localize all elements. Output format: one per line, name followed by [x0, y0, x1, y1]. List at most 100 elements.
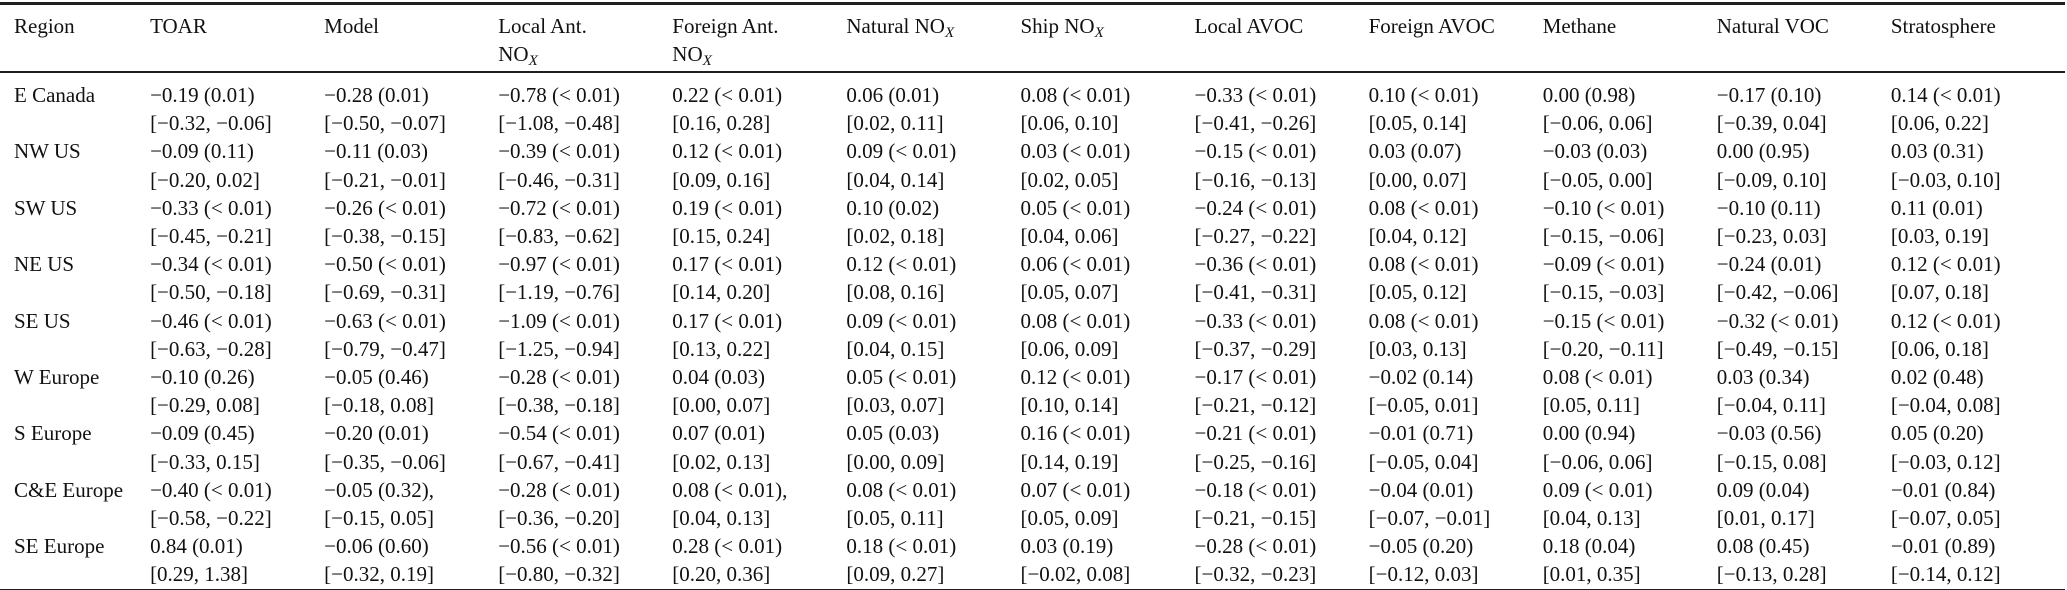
- trend-estimate: −0.09 (< 0.01): [1542, 252, 1665, 277]
- cell-natural-nox: 0.09 (< 0.01) [0.04, 0.15]: [846, 307, 1020, 363]
- confidence-interval: [−0.39, 0.04]: [1716, 111, 1827, 136]
- trend-estimate: 0.11 (0.01): [1890, 195, 1983, 220]
- confidence-interval: [−0.50, −0.18]: [150, 280, 272, 305]
- confidence-interval: [0.05, 0.07]: [1020, 280, 1119, 305]
- col-header-local-ant-nox: Local Ant. NOX: [498, 3, 673, 73]
- trend-estimate: −0.04 (0.01): [1368, 477, 1474, 502]
- trend-estimate: −0.17 (< 0.01): [1194, 365, 1317, 390]
- trend-estimate: −0.21 (< 0.01): [1194, 421, 1317, 446]
- cell-foreign-avoc: 0.08 (< 0.01) [0.03, 0.13]: [1369, 307, 1543, 363]
- table-body: E Canada −0.19 (0.01) [−0.32, −0.06] −0.28 …: [0, 72, 2065, 590]
- trend-estimate: 0.03 (0.31): [1890, 139, 1984, 164]
- trend-estimate: −0.33 (< 0.01): [150, 195, 272, 220]
- cell-natural-voc: 0.08 (0.45) [−0.13, 0.28]: [1717, 532, 1891, 590]
- trend-estimate: −0.18 (< 0.01): [1194, 477, 1317, 502]
- cell-local-ant-nox: −0.72 (< 0.01) [−0.83, −0.62]: [498, 194, 672, 250]
- cell-stratosphere: 0.12 (< 0.01) [0.07, 0.18]: [1891, 250, 2065, 306]
- confidence-interval: [0.14, 0.19]: [1020, 449, 1119, 474]
- region-label: SE Europe: [14, 534, 105, 559]
- col-header-line: Foreign Ant.: [672, 14, 779, 38]
- confidence-interval: [0.03, 0.07]: [846, 393, 945, 418]
- trend-estimate: −0.24 (0.01): [1716, 252, 1822, 277]
- cell-foreign-avoc: −0.01 (0.71) [−0.05, 0.04]: [1369, 419, 1543, 475]
- cell-foreign-ant-nox: 0.17 (< 0.01) [0.13, 0.22]: [672, 307, 846, 363]
- cell-ship-nox: 0.08 (< 0.01) [0.06, 0.09]: [1020, 307, 1194, 363]
- trend-estimate: 0.19 (< 0.01): [672, 195, 783, 220]
- confidence-interval: [0.05, 0.09]: [1020, 506, 1119, 531]
- confidence-interval: [−0.07, 0.05]: [1890, 506, 2001, 531]
- trend-estimate: 0.00 (0.98): [1542, 83, 1636, 107]
- region-cell: SE Europe: [0, 532, 150, 590]
- trend-estimate: −0.03 (0.56): [1716, 421, 1822, 446]
- cell-stratosphere: −0.01 (0.89) [−0.14, 0.12]: [1891, 532, 2065, 590]
- trend-estimate: 0.08 (0.45): [1716, 534, 1810, 559]
- col-header-ship-nox: Ship NOX: [1020, 3, 1195, 73]
- confidence-interval: [−0.16, −0.13]: [1194, 167, 1317, 192]
- region-cell: W Europe: [0, 363, 150, 419]
- trend-estimate: −0.05 (0.32),: [324, 477, 434, 502]
- confidence-interval: [−0.15, −0.03]: [1542, 280, 1665, 305]
- col-header-line: Region: [14, 14, 75, 38]
- confidence-interval: [−0.27, −0.22]: [1194, 224, 1317, 249]
- confidence-interval: [0.04, 0.15]: [846, 336, 945, 361]
- cell-local-avoc: −0.28 (< 0.01) [−0.32, −0.23]: [1195, 532, 1369, 590]
- cell-local-ant-nox: −0.28 (< 0.01) [−0.36, −0.20]: [498, 476, 672, 532]
- cell-foreign-avoc: 0.03 (0.07) [0.00, 0.07]: [1369, 137, 1543, 193]
- region-cell: S Europe: [0, 419, 150, 475]
- confidence-interval: [−0.14, 0.12]: [1890, 562, 2001, 587]
- trend-estimate: 0.12 (< 0.01): [1020, 365, 1131, 390]
- trend-estimate: 0.08 (< 0.01): [1542, 365, 1653, 390]
- confidence-interval: [0.04, 0.12]: [1368, 224, 1467, 249]
- confidence-interval: [0.09, 0.16]: [672, 167, 771, 192]
- cell-natural-nox: 0.05 (< 0.01) [0.03, 0.07]: [846, 363, 1020, 419]
- trend-estimate: 0.22 (< 0.01): [672, 83, 783, 107]
- trend-estimate: −0.01 (0.71): [1368, 421, 1474, 446]
- trend-estimate: 0.04 (0.03): [672, 365, 766, 390]
- trend-estimate: 0.09 (< 0.01): [846, 139, 957, 164]
- trend-estimate: −0.28 (0.01): [324, 83, 429, 107]
- region-label: E Canada: [14, 83, 96, 107]
- confidence-interval: [0.20, 0.36]: [672, 562, 771, 587]
- cell-natural-nox: 0.10 (0.02) [0.02, 0.18]: [846, 194, 1020, 250]
- table-row-se-europe: SE Europe 0.84 (0.01) [0.29, 1.38] −0.06 (0…: [0, 532, 2065, 590]
- trend-estimate: 0.05 (< 0.01): [1020, 195, 1131, 220]
- region-cell: NW US: [0, 137, 150, 193]
- region-label: W Europe: [14, 365, 100, 390]
- cell-model: −0.50 (< 0.01) [−0.69, −0.31]: [324, 250, 498, 306]
- confidence-interval: [0.01, 0.35]: [1542, 562, 1641, 587]
- trend-estimate: −0.46 (< 0.01): [150, 308, 272, 333]
- trend-estimate: −0.54 (< 0.01): [498, 421, 620, 446]
- confidence-interval: [−0.46, −0.31]: [498, 167, 620, 192]
- region-label: SE US: [14, 308, 71, 333]
- confidence-interval: [−0.05, 0.01]: [1368, 393, 1479, 418]
- cell-local-ant-nox: −0.78 (< 0.01) [−1.08, −0.48]: [498, 72, 672, 137]
- trend-estimate: 0.17 (< 0.01): [672, 308, 783, 333]
- col-header-line: NOX: [672, 42, 712, 69]
- cell-ship-nox: 0.16 (< 0.01) [0.14, 0.19]: [1020, 419, 1194, 475]
- region-label: S Europe: [14, 421, 92, 446]
- confidence-interval: [−1.25, −0.94]: [498, 336, 620, 361]
- region-cell: SW US: [0, 194, 150, 250]
- trend-estimate: 0.14 (< 0.01): [1890, 83, 2001, 107]
- trend-estimate: 0.08 (< 0.01): [1020, 308, 1131, 333]
- confidence-interval: [−0.23, 0.03]: [1716, 224, 1827, 249]
- cell-ship-nox: 0.05 (< 0.01) [0.04, 0.06]: [1020, 194, 1194, 250]
- trend-estimate: −0.97 (< 0.01): [498, 252, 620, 277]
- cell-foreign-ant-nox: 0.22 (< 0.01) [0.16, 0.28]: [672, 72, 846, 137]
- trend-estimate: −0.40 (< 0.01): [150, 477, 272, 502]
- trend-estimate: −0.33 (< 0.01): [1194, 83, 1317, 107]
- confidence-interval: [−0.32, 0.19]: [324, 562, 434, 587]
- trend-estimate: −0.15 (< 0.01): [1542, 308, 1665, 333]
- confidence-interval: [−0.35, −0.06]: [324, 449, 446, 474]
- region-label: C&E Europe: [14, 477, 124, 502]
- confidence-interval: [−0.02, 0.08]: [1020, 562, 1131, 587]
- trend-estimate: 0.03 (< 0.01): [1020, 139, 1131, 164]
- cell-local-ant-nox: −1.09 (< 0.01) [−1.25, −0.94]: [498, 307, 672, 363]
- trend-estimate: −0.72 (< 0.01): [498, 195, 620, 220]
- trend-estimate: −0.09 (0.45): [150, 421, 255, 446]
- col-header-model: Model: [324, 3, 499, 73]
- cell-toar: −0.40 (< 0.01) [−0.58, −0.22]: [150, 476, 324, 532]
- cell-natural-voc: −0.32 (< 0.01) [−0.49, −0.15]: [1717, 307, 1891, 363]
- confidence-interval: [−0.04, 0.11]: [1716, 393, 1826, 418]
